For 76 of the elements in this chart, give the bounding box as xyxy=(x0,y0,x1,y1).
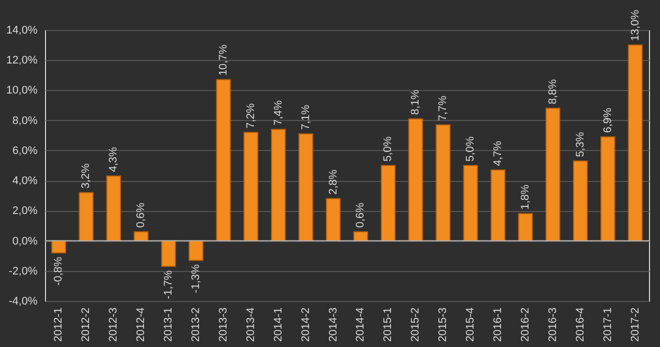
x-tick-label: 2014-3 xyxy=(327,308,340,342)
y-tick-label: 2,0% xyxy=(12,205,38,218)
x-tick-label: 2015-1 xyxy=(382,308,394,342)
y-tick-label: 6,0% xyxy=(12,144,38,157)
data-label: 0,6% xyxy=(354,202,367,228)
bar xyxy=(271,128,286,242)
data-label: 7,7% xyxy=(437,96,450,121)
bar xyxy=(408,118,423,242)
data-label: 7,1% xyxy=(300,104,312,130)
data-label: 8,1% xyxy=(410,90,422,115)
bar xyxy=(188,240,204,261)
x-tick-label: 2015-3 xyxy=(437,308,450,342)
bar xyxy=(51,240,66,254)
y-tick-label: -2,0% xyxy=(8,265,38,278)
data-label: 0,6% xyxy=(135,202,148,228)
y-tick-label: 10,0% xyxy=(6,84,38,97)
bar xyxy=(161,240,176,267)
x-tick-label: 2013-4 xyxy=(244,308,257,342)
bar xyxy=(600,136,616,242)
data-label: 6,9% xyxy=(602,108,614,133)
bar xyxy=(353,231,368,242)
data-label: 10,7% xyxy=(217,44,230,76)
bar xyxy=(463,165,478,242)
x-tick-label: 2012-2 xyxy=(80,308,92,342)
data-label: 3,2% xyxy=(80,163,92,189)
data-label: 8,8% xyxy=(546,78,559,104)
y-tick-label: 0,0% xyxy=(12,235,38,248)
x-tick-label: 2013-3 xyxy=(217,308,230,342)
data-label: 7,2% xyxy=(244,103,257,128)
x-tick-label: 2014-1 xyxy=(272,308,284,342)
x-tick-label: 2015-4 xyxy=(464,308,477,342)
x-tick-label: 2012-3 xyxy=(108,308,120,342)
bar xyxy=(244,132,258,242)
data-label: 5,0% xyxy=(382,136,394,162)
bar xyxy=(518,213,533,242)
x-tick-label: 2015-2 xyxy=(410,308,422,342)
x-tick-label: 2014-4 xyxy=(354,308,367,342)
x-tick-label: 2012-4 xyxy=(135,308,148,342)
bar xyxy=(436,124,450,242)
data-label: 7,4% xyxy=(272,100,284,126)
bar xyxy=(628,44,643,242)
data-label: 4,7% xyxy=(492,140,504,166)
bar xyxy=(573,160,588,242)
bar xyxy=(380,165,396,242)
bar xyxy=(78,192,94,242)
bar xyxy=(326,198,341,242)
x-tick-label: 2017-1 xyxy=(602,308,614,342)
data-label: -0,8% xyxy=(52,256,65,286)
x-tick-label: 2017-2 xyxy=(629,308,642,342)
x-tick-label: 2016-2 xyxy=(519,308,532,342)
y-tick-label: -4,0% xyxy=(8,296,38,308)
x-tick-label: 2012-1 xyxy=(52,308,65,342)
bar xyxy=(134,231,148,242)
data-label: 5,0% xyxy=(464,136,477,162)
x-tick-label: 2016-4 xyxy=(574,308,586,342)
x-tick-label: 2016-1 xyxy=(492,308,504,342)
x-tick-label: 2014-2 xyxy=(300,308,312,342)
x-tick-label: 2013-1 xyxy=(162,308,175,342)
bar xyxy=(216,79,231,242)
y-tick-label: 4,0% xyxy=(12,175,38,188)
bar xyxy=(106,176,121,242)
data-label: 5,3% xyxy=(574,132,586,157)
y-tick-label: 14,0% xyxy=(6,24,38,36)
y-tick-label: 8,0% xyxy=(12,114,38,127)
data-label: -1,3% xyxy=(190,264,202,294)
data-label: -1,7% xyxy=(162,270,175,300)
x-tick-label: 2013-2 xyxy=(190,308,202,342)
data-label: 1,8% xyxy=(519,184,532,210)
bar xyxy=(546,108,560,242)
data-label: 2,8% xyxy=(327,169,340,195)
data-label: 4,3% xyxy=(108,146,120,172)
data-label: 13,0% xyxy=(629,10,642,42)
bar xyxy=(298,133,314,242)
bar xyxy=(490,170,506,242)
y-tick-label: 12,0% xyxy=(6,54,38,67)
x-tick-label: 2016-3 xyxy=(546,308,559,342)
